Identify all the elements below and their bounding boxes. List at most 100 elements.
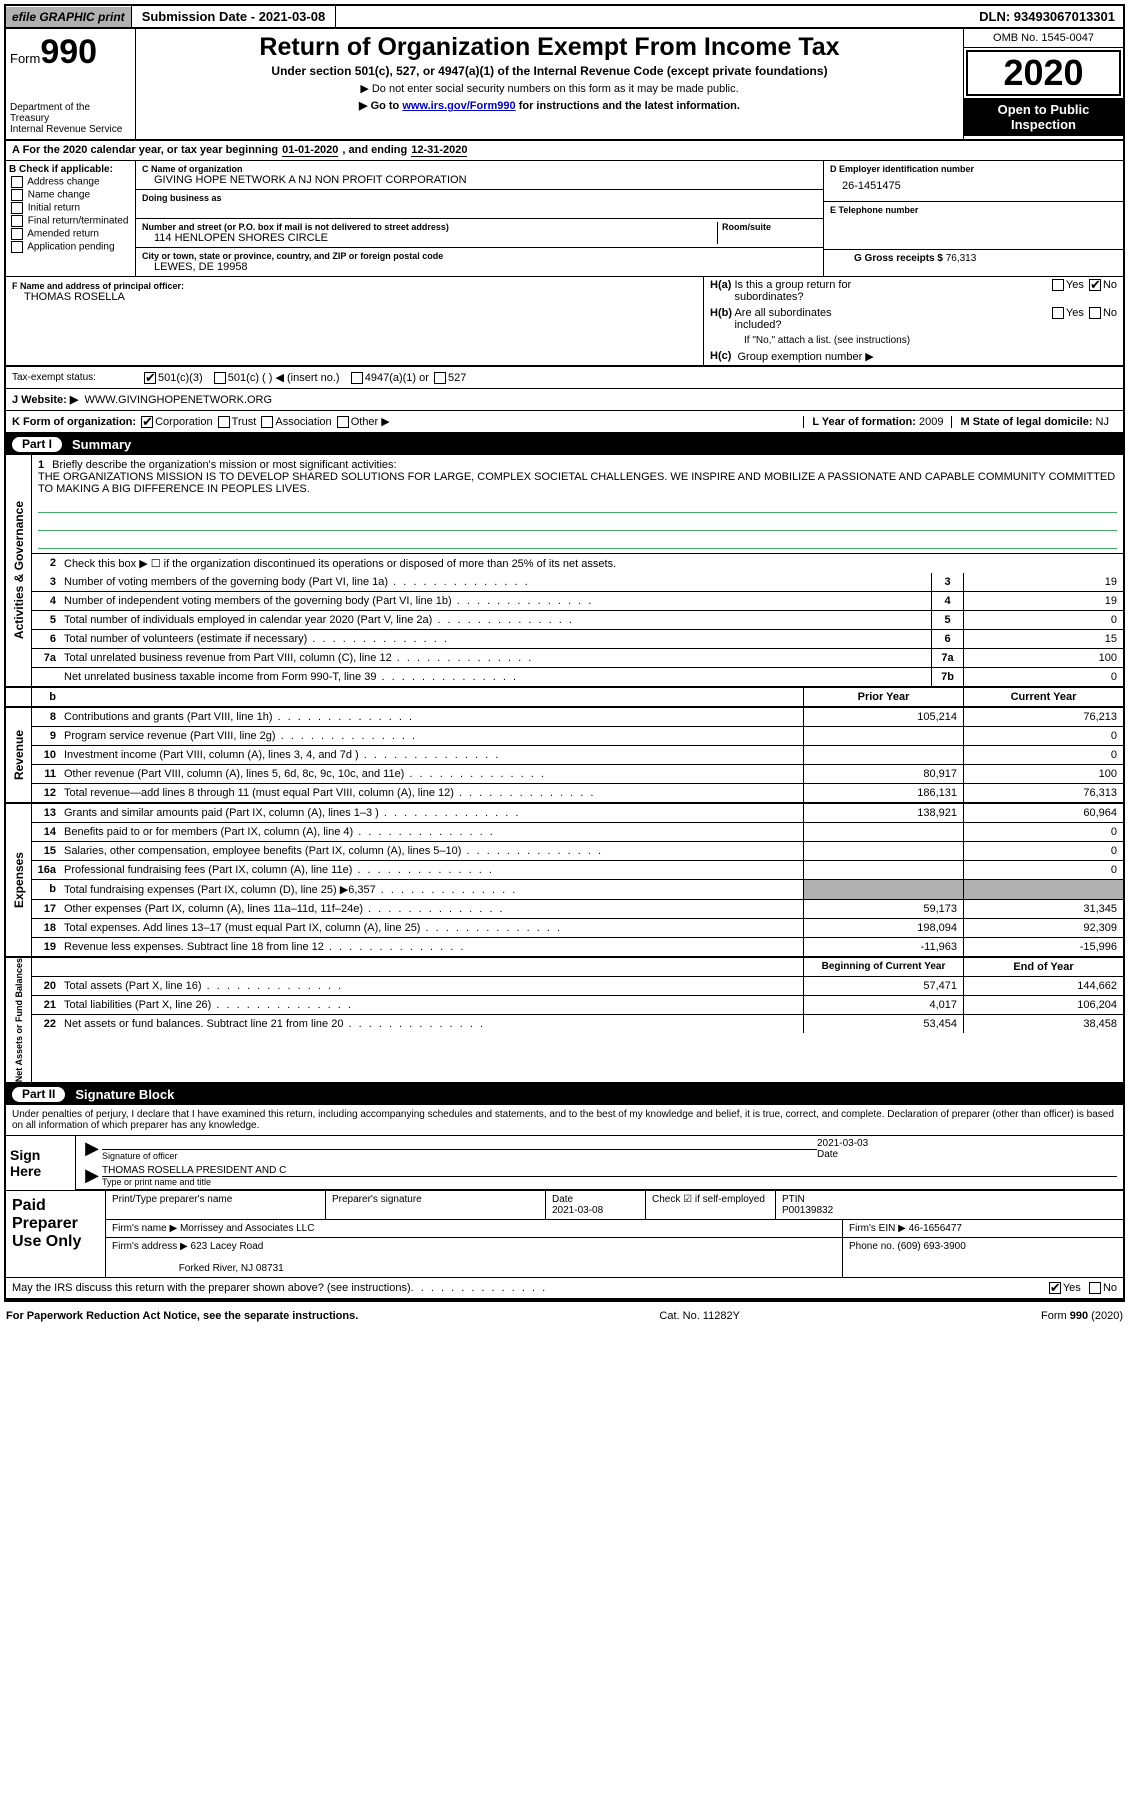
officer-name: THOMAS ROSELLA xyxy=(12,291,697,303)
summary-line: 15Salaries, other compensation, employee… xyxy=(32,841,1123,860)
part-1-header: Part I Summary xyxy=(6,434,1123,455)
discuss-no[interactable] xyxy=(1089,1282,1101,1294)
part-2-num: Part II xyxy=(12,1087,65,1102)
form-990-number: 990 xyxy=(40,33,97,71)
boxes-d-e-g: D Employer identification number 26-1451… xyxy=(823,161,1123,276)
begin-year-header: Beginning of Current Year xyxy=(803,958,963,976)
check-501c3[interactable] xyxy=(144,372,156,384)
ein-value: 26-1451475 xyxy=(830,174,1117,198)
mission-text: THE ORGANIZATIONS MISSION IS TO DEVELOP … xyxy=(38,471,1115,495)
dept-treasury: Department of the Treasury xyxy=(10,102,131,124)
firm-address: 623 Lacey Road xyxy=(191,1241,264,1252)
check-amended[interactable]: Amended return xyxy=(9,228,132,240)
check-final-return[interactable]: Final return/terminated xyxy=(9,215,132,227)
footer-catno: Cat. No. 11282Y xyxy=(659,1310,740,1322)
officer-sig-label: Signature of officer xyxy=(102,1149,817,1161)
line-k-l-m: K Form of organization: Corporation Trus… xyxy=(6,411,1123,434)
section-b-to-g: B Check if applicable: Address change Na… xyxy=(6,161,1123,277)
summary-line: 7aTotal unrelated business revenue from … xyxy=(32,648,1123,667)
dba-label: Doing business as xyxy=(142,193,817,203)
check-initial-return[interactable]: Initial return xyxy=(9,202,132,214)
form-instructions-link: ▶ Go to www.irs.gov/Form990 for instruct… xyxy=(144,99,955,112)
ptin-value: P00139832 xyxy=(782,1205,833,1216)
tax-exempt-status-row: Tax-exempt status: 501(c)(3) 501(c) ( ) … xyxy=(6,366,1123,389)
efile-label[interactable]: efile GRAPHIC print xyxy=(6,7,131,27)
summary-line: Net unrelated business taxable income fr… xyxy=(32,667,1123,686)
summary-line: 11Other revenue (Part VIII, column (A), … xyxy=(32,764,1123,783)
preparer-sig-label: Preparer's signature xyxy=(332,1194,422,1205)
governance-section: Activities & Governance 1Briefly describ… xyxy=(6,455,1123,688)
form-note-ssn: ▶ Do not enter social security numbers o… xyxy=(144,82,955,95)
tax-year: 2020 xyxy=(966,50,1121,96)
check-corp[interactable] xyxy=(141,416,153,428)
form-title: Return of Organization Exempt From Incom… xyxy=(144,33,955,62)
firm-ein: 46-1656477 xyxy=(909,1223,962,1234)
box-h: H(a) Is this a group return for subordin… xyxy=(703,277,1123,365)
self-employed-check[interactable]: Check ☑ if self-employed xyxy=(652,1194,765,1205)
year-formation: 2009 xyxy=(919,416,943,428)
header-center: Return of Organization Exempt From Incom… xyxy=(136,29,963,139)
discuss-yes[interactable] xyxy=(1049,1282,1061,1294)
check-other[interactable] xyxy=(337,416,349,428)
discuss-row: May the IRS discuss this return with the… xyxy=(6,1277,1123,1300)
netassets-tab: Net Assets or Fund Balances xyxy=(6,958,32,1082)
ein-label: D Employer identification number xyxy=(830,164,1117,174)
check-501c[interactable] xyxy=(214,372,226,384)
submission-date: Submission Date - 2021-03-08 xyxy=(131,6,337,27)
preparer-date: 2021-03-08 xyxy=(552,1205,603,1216)
check-pending[interactable]: Application pending xyxy=(9,241,132,253)
check-trust[interactable] xyxy=(218,416,230,428)
arrow-icon: ▶ xyxy=(82,1138,102,1161)
expenses-section: Expenses 13Grants and similar amounts pa… xyxy=(6,804,1123,958)
mission-label: Briefly describe the organization's miss… xyxy=(52,459,396,471)
website-row: J Website: ▶ WWW.GIVINGHOPENETWORK.ORG xyxy=(6,389,1123,411)
summary-line: 4Number of independent voting members of… xyxy=(32,591,1123,610)
check-address-change[interactable]: Address change xyxy=(9,176,132,188)
tax-year-end: 12-31-2020 xyxy=(411,144,467,157)
form-subtitle: Under section 501(c), 527, or 4947(a)(1)… xyxy=(144,64,955,78)
irs-link[interactable]: www.irs.gov/Form990 xyxy=(402,100,515,112)
prior-year-header: Prior Year xyxy=(803,688,963,706)
check-527[interactable] xyxy=(434,372,446,384)
gross-receipts-value: 76,313 xyxy=(946,253,977,264)
city-label: City or town, state or province, country… xyxy=(142,251,817,261)
gross-receipts-label: G Gross receipts $ xyxy=(854,253,946,264)
state-domicile: NJ xyxy=(1096,416,1109,428)
governance-tab: Activities & Governance xyxy=(6,455,32,686)
hb-no[interactable] xyxy=(1089,307,1101,319)
firm-city: Forked River, NJ 08731 xyxy=(179,1263,284,1274)
box-c: C Name of organization GIVING HOPE NETWO… xyxy=(136,161,823,276)
address-label: Number and street (or P.O. box if mail i… xyxy=(142,222,717,232)
hb-yes[interactable] xyxy=(1052,307,1064,319)
sig-date-label: Date xyxy=(817,1149,1117,1160)
summary-line: 17Other expenses (Part IX, column (A), l… xyxy=(32,899,1123,918)
summary-line: 5Total number of individuals employed in… xyxy=(32,610,1123,629)
revenue-tab: Revenue xyxy=(6,708,32,802)
footer-form: Form 990 (2020) xyxy=(1041,1310,1123,1322)
sig-date-value: 2021-03-03 xyxy=(817,1138,1117,1149)
ha-no[interactable] xyxy=(1089,279,1101,291)
netassets-header-row: Net Assets or Fund Balances Beginning of… xyxy=(6,958,1123,1084)
summary-line: 16aProfessional fundraising fees (Part I… xyxy=(32,860,1123,879)
check-assoc[interactable] xyxy=(261,416,273,428)
summary-line: 13Grants and similar amounts paid (Part … xyxy=(32,804,1123,822)
form-header: Form990 Department of the Treasury Inter… xyxy=(6,29,1123,141)
arrow-icon: ▶ xyxy=(82,1165,102,1187)
phone-label: E Telephone number xyxy=(830,205,1117,215)
summary-line: 22Net assets or fund balances. Subtract … xyxy=(32,1014,1123,1033)
footer-paperwork: For Paperwork Reduction Act Notice, see … xyxy=(6,1310,358,1322)
ha-yes[interactable] xyxy=(1052,279,1064,291)
check-name-change[interactable]: Name change xyxy=(9,189,132,201)
city-value: LEWES, DE 19958 xyxy=(142,261,817,273)
room-label: Room/suite xyxy=(722,222,817,232)
part-2-header: Part II Signature Block xyxy=(6,1084,1123,1105)
expenses-tab: Expenses xyxy=(6,804,32,956)
check-4947[interactable] xyxy=(351,372,363,384)
current-year-header: Current Year xyxy=(963,688,1123,706)
officer-name-value: THOMAS ROSELLA PRESIDENT AND C xyxy=(102,1165,1117,1177)
box-b: B Check if applicable: Address change Na… xyxy=(6,161,136,276)
end-year-header: End of Year xyxy=(963,958,1123,976)
paid-preparer-block: Paid Preparer Use Only Print/Type prepar… xyxy=(6,1190,1123,1277)
summary-line: 3Number of voting members of the governi… xyxy=(32,573,1123,591)
part-1-num: Part I xyxy=(12,437,62,452)
